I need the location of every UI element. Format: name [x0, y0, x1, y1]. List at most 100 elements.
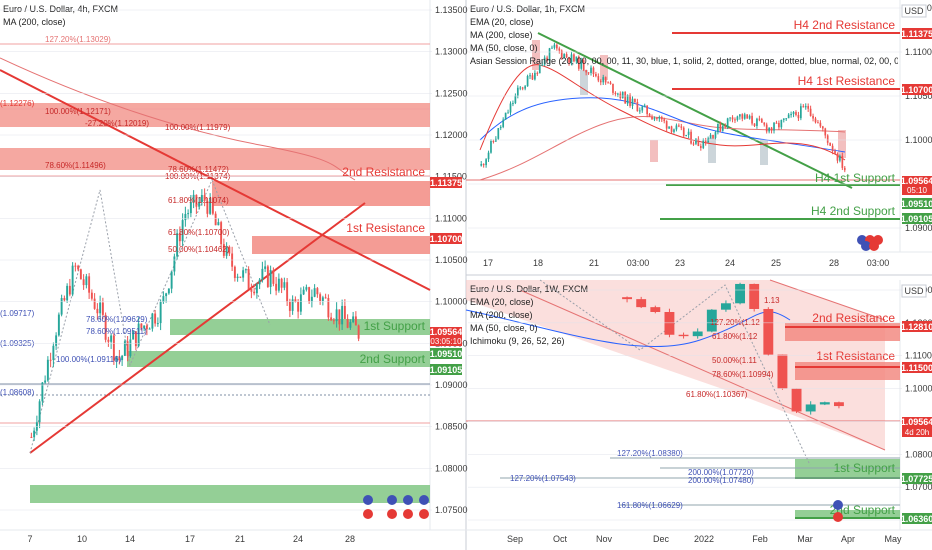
candle-body: [112, 335, 115, 361]
candle-body: [512, 103, 514, 105]
candle-body: [720, 303, 731, 310]
candle-body: [529, 75, 531, 77]
indicator-ma-4h: MA (200, close): [3, 17, 66, 27]
candle-body: [678, 334, 689, 337]
y-tick-label: 1.08000: [905, 449, 932, 459]
candle-body: [602, 77, 605, 83]
candle-body: [804, 106, 807, 108]
candle-body: [313, 288, 316, 297]
candle-body: [841, 155, 844, 168]
candle-body: [650, 307, 661, 312]
candle-body: [541, 64, 544, 66]
svg-text:127.20%(1.08380): 127.20%(1.08380): [617, 449, 683, 458]
candle-body: [242, 270, 245, 278]
candle-body: [812, 115, 814, 119]
candle-body: [739, 114, 741, 117]
x-tick-label: Mar: [797, 534, 813, 544]
candle-body: [536, 72, 539, 74]
svg-text:H4 2nd Resistance: H4 2nd Resistance: [794, 18, 896, 32]
candle-body: [687, 131, 690, 135]
candle-body: [707, 138, 709, 143]
svg-text:(1.09717): (1.09717): [0, 309, 35, 318]
x-tick-label: 17: [185, 534, 195, 544]
svg-text:100.00%(1.12171): 100.00%(1.12171): [45, 107, 111, 116]
svg-text:H4 1st Support: H4 1st Support: [815, 171, 896, 185]
candle-body: [126, 341, 129, 356]
svg-text:78.60%(1.09629): 78.60%(1.09629): [86, 315, 148, 324]
candle-body: [758, 118, 761, 120]
candle-body: [239, 276, 242, 278]
candle-body: [140, 323, 143, 329]
asian-session-boxes: [532, 40, 846, 165]
candle-body: [597, 76, 600, 81]
candle-body: [807, 106, 810, 109]
candle-body: [502, 119, 505, 127]
first-support-label: 1st Support: [364, 319, 426, 333]
candle-body: [288, 301, 291, 311]
candle-body: [308, 287, 311, 302]
fib-drawing: [29, 178, 271, 454]
x-tick-label: Feb: [752, 534, 768, 544]
svg-text:61.80%(1.10700): 61.80%(1.10700): [168, 228, 230, 237]
candle-body: [763, 122, 766, 125]
candle-body: [509, 103, 512, 113]
candle-body: [553, 44, 556, 48]
candle-body: [176, 233, 179, 257]
candle-body: [137, 323, 140, 347]
candle-body: [797, 114, 800, 119]
event-flags-1h: [857, 235, 883, 251]
candle-body: [93, 298, 96, 309]
candle-body: [699, 146, 702, 148]
candle-body: [631, 98, 634, 106]
candle-body: [712, 134, 714, 138]
candle-body: [90, 292, 93, 299]
channel-upper: [769, 279, 886, 321]
second-resistance-zone: [212, 181, 430, 206]
panel-1w: 127.20%(1.12 61.80%(1.12 1.13 50.00%(1.1…: [465, 279, 932, 544]
x-tick-label: 25: [771, 258, 781, 268]
candle-body: [55, 335, 58, 346]
candle-body: [826, 135, 829, 143]
x-tick-label: 03:00: [627, 258, 650, 268]
panel-1h: H4 2nd Resistance H4 1st Resistance H4 1…: [466, 3, 932, 268]
lower-support-zone: [30, 485, 430, 503]
svg-text:1st Support: 1st Support: [834, 461, 896, 475]
x-tick-label: 23: [675, 258, 685, 268]
candle-body: [30, 436, 33, 438]
x-tick-label: Dec: [653, 534, 670, 544]
second-resistance-label: 2nd Resistance: [342, 165, 425, 179]
price-tags-4h: 1.11375 1.10700 1.09564 03:05:10 1.09510…: [430, 177, 462, 375]
candle-body: [660, 117, 663, 120]
candle-body: [607, 82, 609, 84]
x-tick-label: 28: [345, 534, 355, 544]
candle-body: [805, 404, 816, 412]
candle-body: [258, 279, 261, 285]
x-tick-label: Sep: [507, 534, 523, 544]
candle-body: [305, 287, 308, 290]
candle-body: [490, 140, 492, 153]
candle-body: [514, 95, 517, 104]
svg-text:61.80%(1.10367): 61.80%(1.10367): [686, 390, 748, 399]
candle-body: [734, 119, 736, 121]
candle-body: [817, 122, 819, 124]
candle-body: [178, 233, 181, 242]
channel-lower: [519, 289, 886, 451]
candle-body: [592, 67, 595, 75]
svg-text:1.11375: 1.11375: [430, 178, 462, 188]
candle-body: [332, 320, 335, 322]
candle-body: [641, 106, 644, 111]
candle-body: [714, 132, 717, 138]
candle-body: [330, 317, 333, 321]
candle-body: [626, 95, 629, 104]
y-tick-label: 1.07500: [435, 505, 468, 515]
candle-body: [706, 309, 717, 332]
svg-text:MA (50, close, 0): MA (50, close, 0): [470, 43, 538, 53]
svg-text:MA (200, close): MA (200, close): [470, 30, 533, 40]
svg-text:161.80%(1.06629): 161.80%(1.06629): [617, 501, 683, 510]
candle-body: [316, 288, 319, 295]
svg-text:1.09564: 1.09564: [901, 176, 932, 186]
y-tick-label: 1.10500: [435, 255, 468, 265]
candle-body: [704, 140, 707, 143]
candle-body: [250, 289, 253, 292]
x-tick-label: 03:00: [867, 258, 890, 268]
